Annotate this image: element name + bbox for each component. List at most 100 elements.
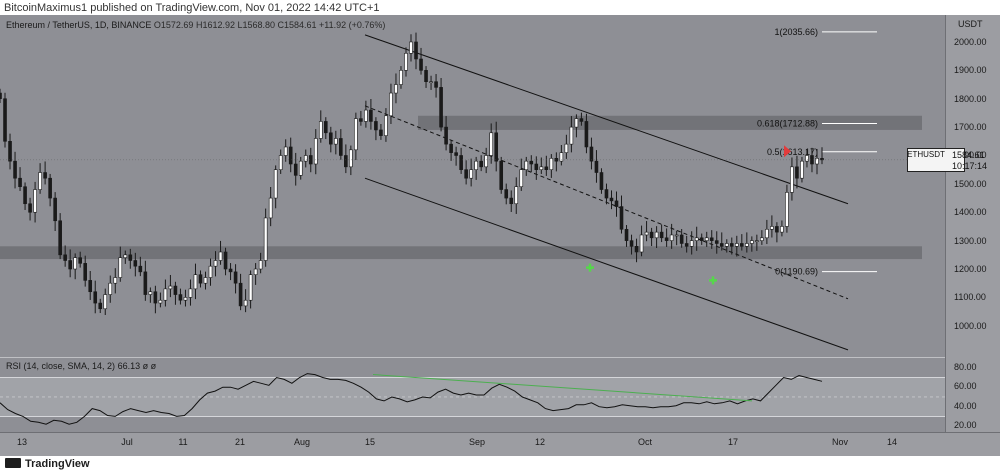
- candle-up: [354, 118, 358, 151]
- candle-down: [579, 118, 584, 122]
- rsi-trendline: [372, 374, 753, 402]
- candle-down: [18, 177, 22, 188]
- candle-down: [53, 197, 57, 222]
- candle-up: [248, 274, 253, 301]
- rsi-axis-tick: 40.00: [954, 400, 977, 411]
- candle-down: [0, 92, 2, 100]
- rsi-legend: RSI (14, close, SMA, 14, 2) 66.13 ø ø: [6, 360, 156, 372]
- candle-down: [534, 163, 539, 170]
- candle-down: [609, 197, 614, 202]
- candle-up: [524, 160, 529, 170]
- candle-down: [529, 160, 534, 165]
- candle-up: [273, 169, 278, 199]
- candle-up: [203, 277, 208, 284]
- candle-down: [699, 237, 704, 241]
- candle-up: [689, 240, 694, 247]
- candle-down: [379, 129, 383, 136]
- candle-down: [374, 121, 378, 131]
- candle-down: [479, 160, 483, 168]
- candle-down: [454, 152, 458, 156]
- candle-up: [188, 288, 193, 298]
- candle-up: [429, 81, 433, 83]
- candle-down: [339, 138, 343, 156]
- candle-up: [183, 297, 188, 301]
- candle-up: [484, 155, 488, 168]
- candle-up: [574, 118, 579, 128]
- candle-down: [238, 282, 243, 307]
- candle-down: [414, 41, 418, 60]
- candle-up: [704, 237, 709, 241]
- candle-down: [459, 155, 463, 170]
- candle-up: [765, 228, 769, 239]
- candle-up: [158, 299, 163, 304]
- candle-down: [48, 177, 52, 199]
- channel-lower-line: [364, 177, 849, 351]
- rsi-axis-tick: 20.00: [954, 420, 977, 431]
- candle-up: [815, 158, 819, 165]
- candle-up: [108, 282, 113, 295]
- rsi-chart[interactable]: [0, 358, 945, 432]
- candle-up: [208, 265, 213, 278]
- channel-upper-line: [364, 34, 849, 205]
- rsi-line: [0, 373, 823, 425]
- time-axis[interactable]: 13 Jul 11 21 Aug 15 Sep 12 Oct 17 Nov 14: [0, 432, 1000, 456]
- price-axis-tick: 1800.00: [954, 93, 987, 104]
- time-axis-tick: Sep: [468, 437, 486, 447]
- ohlc-values: O1572.69 H1612.92 L1568.80 C1584.61 +11.…: [153, 20, 386, 30]
- candle-up: [745, 243, 749, 247]
- rsi-pane[interactable]: RSI (14, close, SMA, 14, 2) 66.13 ø ø: [0, 357, 945, 432]
- candle-down: [684, 243, 689, 247]
- support-zone: [0, 246, 922, 260]
- resistance-zone: [418, 115, 922, 130]
- candle-up: [674, 234, 679, 237]
- candle-up: [38, 172, 42, 190]
- time-axis-tick: Nov: [831, 437, 849, 447]
- candle-down: [439, 87, 443, 128]
- candle-up: [118, 257, 123, 278]
- red-arrow-marker: [784, 145, 791, 158]
- candle-up: [785, 192, 789, 227]
- candle-up: [384, 115, 388, 136]
- candle-up: [113, 277, 118, 284]
- candle-down: [78, 257, 82, 264]
- publisher-line: BitcoinMaximus1 published on TradingView…: [4, 2, 380, 14]
- price-axis[interactable]: USDT 2000.00 1900.00 1800.00 1700.00 1600.00…: [945, 15, 1000, 432]
- candle-up: [644, 231, 649, 236]
- fib-label-0: 0(1190.69): [775, 267, 818, 277]
- candle-down: [659, 231, 664, 239]
- candle-down: [133, 260, 138, 267]
- candle-up: [559, 152, 564, 162]
- candle-down: [178, 294, 183, 301]
- price-chart[interactable]: 1(2035.66) 0.618(1712.88) 0.5(1613.17) 0(11…: [0, 15, 945, 357]
- candle-up: [263, 217, 268, 261]
- candle-down: [599, 172, 604, 190]
- candle-up: [669, 234, 674, 241]
- candle-down: [359, 118, 363, 122]
- candle-down: [68, 260, 72, 270]
- candle-down: [329, 132, 333, 145]
- candle-down: [93, 291, 98, 304]
- candle-up: [318, 121, 323, 139]
- candle-down: [323, 121, 328, 134]
- candle-up: [639, 234, 644, 253]
- candle-down: [444, 126, 448, 145]
- fib-label-1: 1(2035.66): [774, 27, 818, 37]
- candle-up: [474, 160, 478, 170]
- candle-down: [424, 70, 428, 82]
- candle-down: [58, 220, 62, 256]
- candle-up: [73, 257, 77, 270]
- candle-down: [614, 200, 619, 207]
- time-axis-tick: 13: [16, 437, 28, 447]
- candle-up: [258, 260, 263, 270]
- price-axis-tick: 1200.00: [954, 264, 987, 275]
- candle-down: [499, 160, 504, 190]
- candle-down: [464, 169, 468, 179]
- price-pane[interactable]: 1(2035.66) 0.618(1712.88) 0.5(1613.17) 0(11…: [0, 15, 945, 357]
- last-price-tag: ETHUSDT 1584.61 10:17:14: [907, 147, 987, 172]
- candle-up: [489, 132, 493, 156]
- price-axis-tick: 1100.00: [954, 292, 986, 303]
- rsi-band: [0, 377, 945, 417]
- tradingview-logo[interactable]: TradingView: [5, 457, 90, 471]
- price-axis-tick: 1500.00: [954, 178, 987, 189]
- candle-up: [283, 146, 288, 156]
